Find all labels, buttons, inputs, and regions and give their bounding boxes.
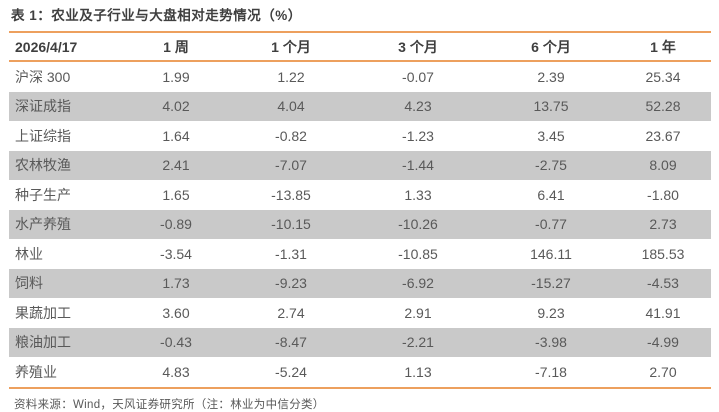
cell-value: -4.53 bbox=[647, 275, 679, 292]
cell-value: -0.89 bbox=[160, 216, 192, 233]
table-row: 种子生产 1.65 -13.85 1.33 6.41 -1.80 bbox=[9, 180, 711, 210]
cell-value: 3.60 bbox=[162, 304, 190, 321]
table-row: 深证成指 4.02 4.04 4.23 13.75 52.28 bbox=[9, 91, 711, 121]
table-row: 粮油加工 -0.43 -8.47 -2.21 -3.98 -4.99 bbox=[9, 327, 711, 357]
cell-value: -0.82 bbox=[275, 127, 307, 144]
cell-value: 1.33 bbox=[404, 186, 432, 203]
row-label: 种子生产 bbox=[15, 186, 71, 203]
table-title: 表 1：农业及子行业与大盘相对走势情况（%） bbox=[11, 8, 302, 23]
header-1-year: 1 年 bbox=[615, 32, 711, 62]
cell-value: 1.99 bbox=[162, 68, 190, 85]
cell-value: -10.15 bbox=[271, 216, 311, 233]
cell-value: 25.34 bbox=[645, 68, 681, 85]
cell-value: 185.53 bbox=[641, 245, 685, 262]
row-label: 深证成指 bbox=[15, 98, 71, 115]
table-row: 林业 -3.54 -1.31 -10.85 146.11 185.53 bbox=[9, 239, 711, 269]
cell-value: 1.22 bbox=[277, 68, 305, 85]
cell-value: -8.47 bbox=[275, 334, 307, 351]
cell-value: 1.65 bbox=[162, 186, 190, 203]
header-1-month: 1 个月 bbox=[233, 32, 349, 62]
row-label: 果蔬加工 bbox=[15, 304, 71, 321]
source-note: 资料来源：Wind，天风证券研究所（注：林业为中信分类） bbox=[14, 398, 325, 411]
row-label: 沪深 300 bbox=[15, 68, 71, 85]
cell-value: -1.80 bbox=[647, 186, 679, 203]
cell-value: -13.85 bbox=[271, 186, 311, 203]
table-row: 果蔬加工 3.60 2.74 2.91 9.23 41.91 bbox=[9, 298, 711, 328]
row-label: 上证综指 bbox=[15, 127, 71, 144]
cell-value: -0.07 bbox=[402, 68, 434, 85]
cell-value: -0.43 bbox=[160, 334, 192, 351]
cell-value: 2.70 bbox=[649, 363, 677, 380]
cell-value: 4.02 bbox=[162, 98, 190, 115]
row-label: 饲料 bbox=[15, 275, 43, 292]
cell-value: -10.26 bbox=[398, 216, 438, 233]
table-row: 饲料 1.73 -9.23 -6.92 -15.27 -4.53 bbox=[9, 268, 711, 298]
cell-value: -2.21 bbox=[402, 334, 434, 351]
cell-value: -1.31 bbox=[275, 245, 307, 262]
relative-performance-table: 2026/4/17 1 周 1 个月 3 个月 6 个月 1 年 沪深 300 1… bbox=[9, 31, 711, 389]
cell-value: 2.41 bbox=[162, 157, 190, 174]
row-label: 农林牧渔 bbox=[15, 157, 71, 174]
cell-value: 6.41 bbox=[537, 186, 565, 203]
cell-value: 41.91 bbox=[645, 304, 681, 321]
cell-value: 4.23 bbox=[404, 98, 432, 115]
row-label: 养殖业 bbox=[15, 363, 57, 380]
cell-value: 8.09 bbox=[649, 157, 677, 174]
cell-value: -0.77 bbox=[535, 216, 567, 233]
cell-value: 4.04 bbox=[277, 98, 305, 115]
cell-value: 4.83 bbox=[162, 363, 190, 380]
cell-value: 1.13 bbox=[404, 363, 432, 380]
header-row: 2026/4/17 1 周 1 个月 3 个月 6 个月 1 年 bbox=[9, 32, 711, 62]
row-label: 粮油加工 bbox=[15, 334, 71, 351]
header-date: 2026/4/17 bbox=[9, 32, 119, 62]
cell-value: 1.73 bbox=[162, 275, 190, 292]
cell-value: -1.23 bbox=[402, 127, 434, 144]
cell-value: 3.45 bbox=[537, 127, 565, 144]
cell-value: -9.23 bbox=[275, 275, 307, 292]
cell-value: 13.75 bbox=[533, 98, 569, 115]
cell-value: -7.18 bbox=[535, 363, 567, 380]
row-label: 林业 bbox=[15, 245, 43, 262]
table-row: 农林牧渔 2.41 -7.07 -1.44 -2.75 8.09 bbox=[9, 150, 711, 180]
header-1-week: 1 周 bbox=[119, 32, 233, 62]
table-row: 上证综指 1.64 -0.82 -1.23 3.45 23.67 bbox=[9, 121, 711, 151]
cell-value: -4.99 bbox=[647, 334, 679, 351]
cell-value: 9.23 bbox=[537, 304, 565, 321]
header-3-month: 3 个月 bbox=[349, 32, 487, 62]
cell-value: -5.24 bbox=[275, 363, 307, 380]
cell-value: 2.39 bbox=[537, 68, 565, 85]
cell-value: -15.27 bbox=[531, 275, 571, 292]
cell-value: -6.92 bbox=[402, 275, 434, 292]
cell-value: 146.11 bbox=[530, 245, 572, 262]
table-row: 水产养殖 -0.89 -10.15 -10.26 -0.77 2.73 bbox=[9, 209, 711, 239]
cell-value: -3.54 bbox=[160, 245, 192, 262]
table-row: 养殖业 4.83 -5.24 1.13 -7.18 2.70 bbox=[9, 357, 711, 388]
cell-value: 2.91 bbox=[404, 304, 432, 321]
cell-value: -1.44 bbox=[402, 157, 434, 174]
header-6-month: 6 个月 bbox=[487, 32, 615, 62]
row-label: 水产养殖 bbox=[15, 216, 71, 233]
cell-value: -7.07 bbox=[275, 157, 307, 174]
cell-value: 52.28 bbox=[645, 98, 681, 115]
cell-value: 23.67 bbox=[645, 127, 681, 144]
table-row: 沪深 300 1.99 1.22 -0.07 2.39 25.34 bbox=[9, 61, 711, 92]
cell-value: 2.74 bbox=[277, 304, 305, 321]
cell-value: 1.64 bbox=[162, 127, 190, 144]
cell-value: -3.98 bbox=[535, 334, 567, 351]
cell-value: -10.85 bbox=[398, 245, 438, 262]
cell-value: 2.73 bbox=[649, 216, 677, 233]
cell-value: -2.75 bbox=[535, 157, 567, 174]
